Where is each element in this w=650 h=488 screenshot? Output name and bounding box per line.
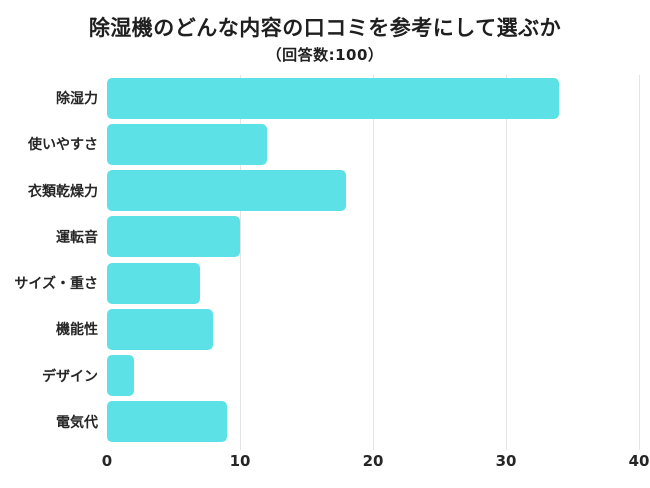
bar-row — [107, 353, 639, 399]
x-tick-label: 0 — [101, 452, 113, 470]
bar — [107, 77, 560, 119]
category-label: サイズ・重さ — [14, 276, 98, 293]
bar — [107, 355, 134, 397]
bar-rows — [107, 75, 639, 445]
plot-area — [107, 75, 640, 450]
gridline — [240, 75, 241, 450]
bar — [107, 123, 267, 165]
bar-row — [107, 214, 639, 260]
bar-row — [107, 75, 639, 121]
plot-wrap: 0 10 20 30 40 — [102, 75, 650, 477]
bar-row — [107, 168, 639, 214]
bar-row — [107, 260, 639, 306]
category-label: 電気代 — [56, 414, 98, 431]
category-label: 衣類乾燥力 — [28, 183, 98, 200]
bar-row — [107, 121, 639, 167]
category-label: 運転音 — [56, 229, 98, 246]
bar — [107, 216, 240, 258]
chart-title: 除湿機のどんな内容の口コミを参考にして選ぶか — [88, 16, 562, 40]
x-tick-label: 30 — [495, 452, 517, 470]
x-tick-label: 10 — [229, 452, 251, 470]
gridline — [639, 75, 640, 450]
bar-row — [107, 399, 639, 445]
category-label: デザイン — [42, 368, 98, 385]
gridline — [373, 75, 374, 450]
category-label: 除湿力 — [56, 91, 98, 108]
gridline — [506, 75, 507, 450]
bar — [107, 308, 214, 350]
chart-subtitle: （回答数:100） — [266, 46, 384, 64]
bar-row — [107, 306, 639, 352]
category-label: 機能性 — [56, 322, 98, 339]
y-axis-labels: 除湿力使いやすさ衣類乾燥力運転音サイズ・重さ機能性デザイン電気代 — [0, 75, 107, 477]
x-tick-label: 40 — [628, 452, 650, 470]
category-label: 使いやすさ — [28, 137, 98, 154]
bar — [107, 401, 227, 443]
chart-body: 除湿力使いやすさ衣類乾燥力運転音サイズ・重さ機能性デザイン電気代 0 10 20 30… — [0, 75, 650, 477]
bar — [107, 170, 347, 212]
bar — [107, 262, 201, 304]
x-tick-label: 20 — [362, 452, 384, 470]
x-axis: 0 10 20 30 40 — [102, 451, 650, 477]
